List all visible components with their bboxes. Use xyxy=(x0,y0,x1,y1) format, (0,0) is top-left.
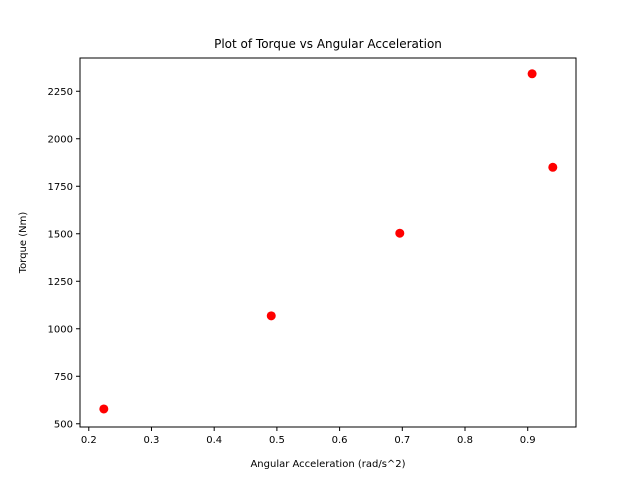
x-tick-label: 0.2 xyxy=(81,435,97,446)
x-axis-label: Angular Acceleration (rad/s^2) xyxy=(250,459,405,470)
y-axis: 500 750 1000 1250 1500 1750 2000 2250 xyxy=(48,87,80,430)
data-point xyxy=(548,162,558,172)
data-point xyxy=(266,311,276,321)
y-tick-label: 1250 xyxy=(48,277,73,288)
x-tick-label: 0.8 xyxy=(457,435,473,446)
x-tick-label: 0.4 xyxy=(206,435,222,446)
y-tick-label: 1750 xyxy=(48,182,73,193)
x-tick-label: 0.5 xyxy=(269,435,285,446)
x-tick-label: 0.9 xyxy=(520,435,536,446)
x-tick-label: 0.3 xyxy=(144,435,160,446)
y-tick-label: 2000 xyxy=(48,134,73,145)
chart-title: Plot of Torque vs Angular Acceleration xyxy=(214,37,442,51)
data-point xyxy=(99,404,109,414)
y-tick-label: 1000 xyxy=(48,324,73,335)
data-point xyxy=(527,69,537,79)
x-axis: 0.2 0.3 0.4 0.5 0.6 0.7 0.8 0.9 xyxy=(81,427,536,446)
y-tick-label: 500 xyxy=(54,419,73,430)
y-tick-label: 2250 xyxy=(48,87,73,98)
data-points xyxy=(99,69,558,414)
data-point xyxy=(395,228,405,238)
plot-area xyxy=(79,57,577,428)
y-axis-label: Torque (Nm) xyxy=(18,212,29,275)
y-tick-label: 750 xyxy=(54,372,73,383)
x-tick-label: 0.7 xyxy=(394,435,410,446)
x-tick-label: 0.6 xyxy=(332,435,348,446)
y-tick-label: 1500 xyxy=(48,229,73,240)
